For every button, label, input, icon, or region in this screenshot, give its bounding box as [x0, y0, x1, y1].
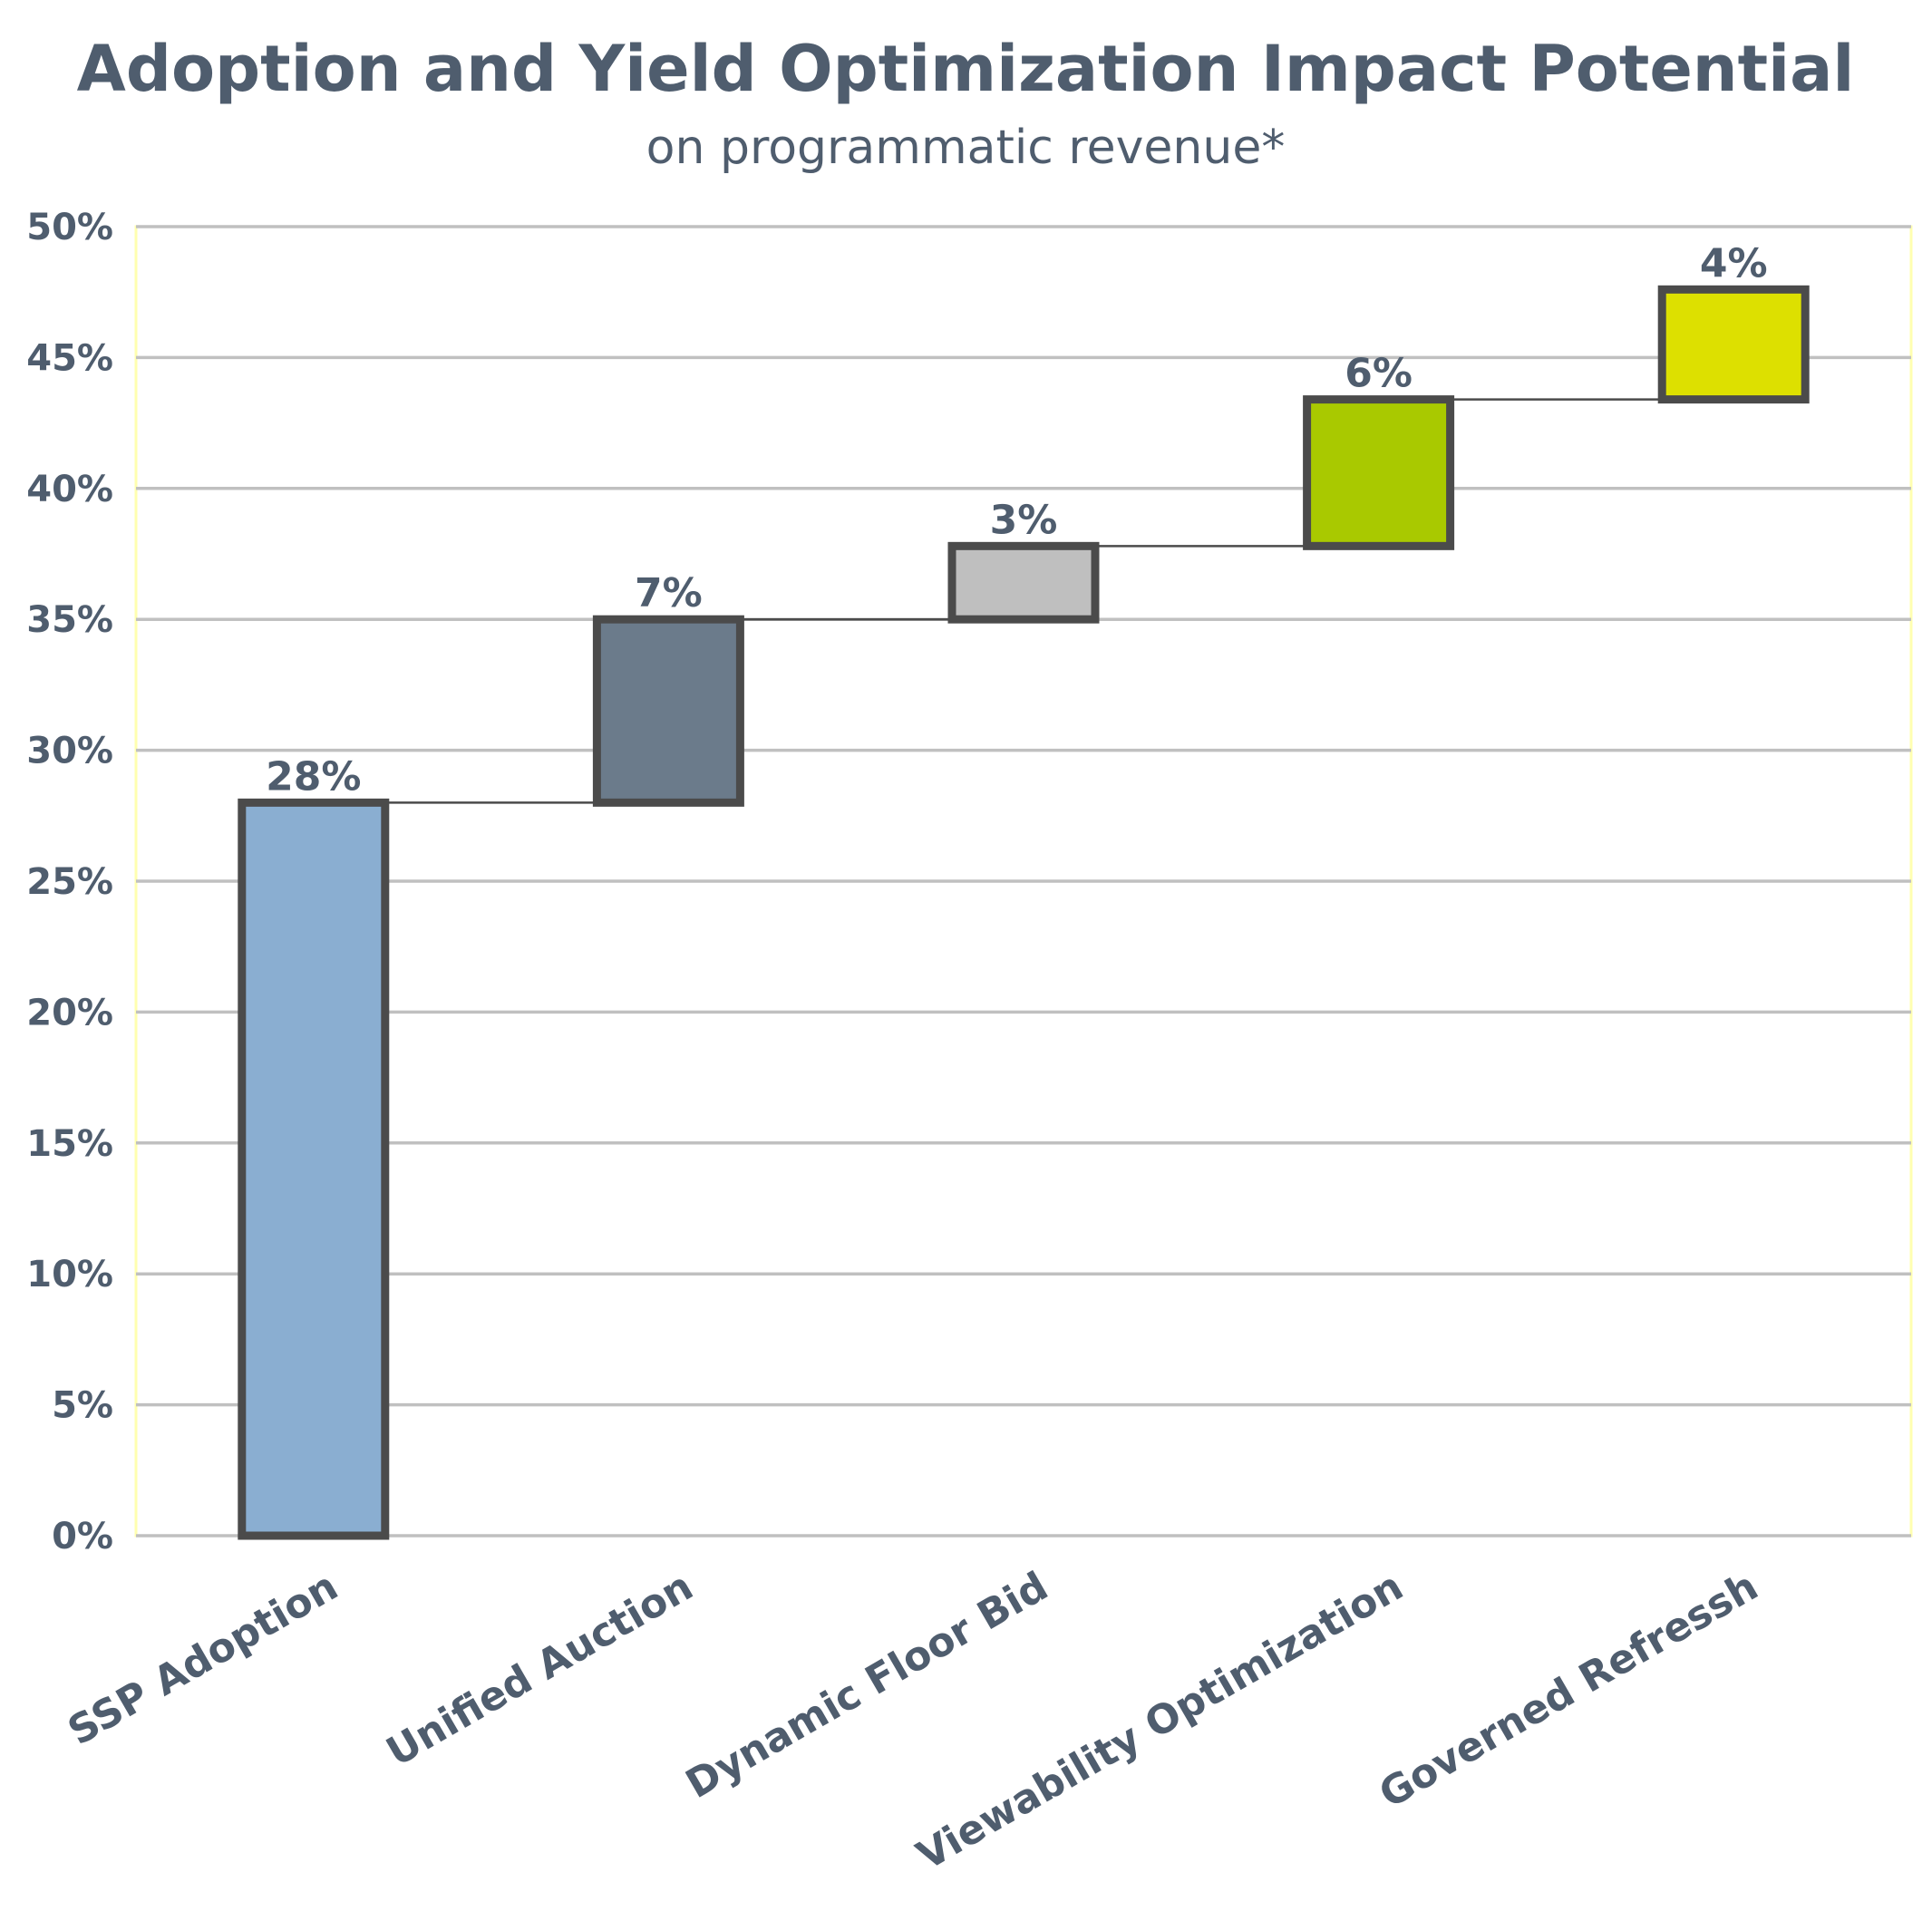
y-axis-tick-labels: 0% 5% 10% 15% 20% 25% 30% 35% 40% 45% 50% — [26, 207, 113, 1557]
y-tick-label: 50% — [26, 207, 113, 248]
y-tick-label: 15% — [26, 1123, 113, 1165]
bar-governed-refressh — [1657, 285, 1810, 404]
data-label-viewability-optimization: 6% — [1345, 351, 1413, 397]
data-label-dynamic-floor-bid: 3% — [990, 497, 1058, 543]
data-label-governed-refressh: 4% — [1700, 240, 1768, 286]
y-tick-label: 40% — [26, 469, 113, 510]
y-tick-label: 30% — [26, 731, 113, 772]
bar-dynamic-floor-bid — [947, 541, 1100, 624]
y-tick-label: 10% — [26, 1254, 113, 1295]
bar-ssp-adoption — [238, 798, 390, 1540]
y-tick-label: 25% — [26, 861, 113, 903]
bar-viewability-optimization — [1303, 395, 1455, 550]
y-tick-label: 0% — [52, 1516, 113, 1557]
category-label-ssp-adoption: SSP Adoption — [61, 1563, 346, 1754]
category-label-unified-auction: Unified Auction — [379, 1563, 701, 1775]
y-tick-label: 5% — [52, 1385, 113, 1427]
category-label-dynamic-floor-bid: Dynamic Floor Bid — [678, 1563, 1055, 1808]
bar-unified-auction — [592, 615, 744, 807]
y-tick-label: 20% — [26, 992, 113, 1033]
y-tick-label: 35% — [26, 599, 113, 641]
data-labels: 28% 7% 3% 6% 4% — [266, 240, 1767, 800]
chart-title: Adoption and Yield Optimization Impact P… — [77, 32, 1855, 106]
data-label-ssp-adoption: 28% — [266, 753, 361, 800]
connector-lines — [384, 398, 1663, 804]
grid-lines — [136, 225, 1911, 1538]
chart-subtitle: on programmatic revenue* — [646, 121, 1286, 175]
category-label-governed-refressh: Governed Refressh — [1372, 1563, 1766, 1817]
data-label-unified-auction: 7% — [635, 570, 703, 616]
bars — [238, 285, 1810, 1540]
y-tick-label: 45% — [26, 337, 113, 379]
